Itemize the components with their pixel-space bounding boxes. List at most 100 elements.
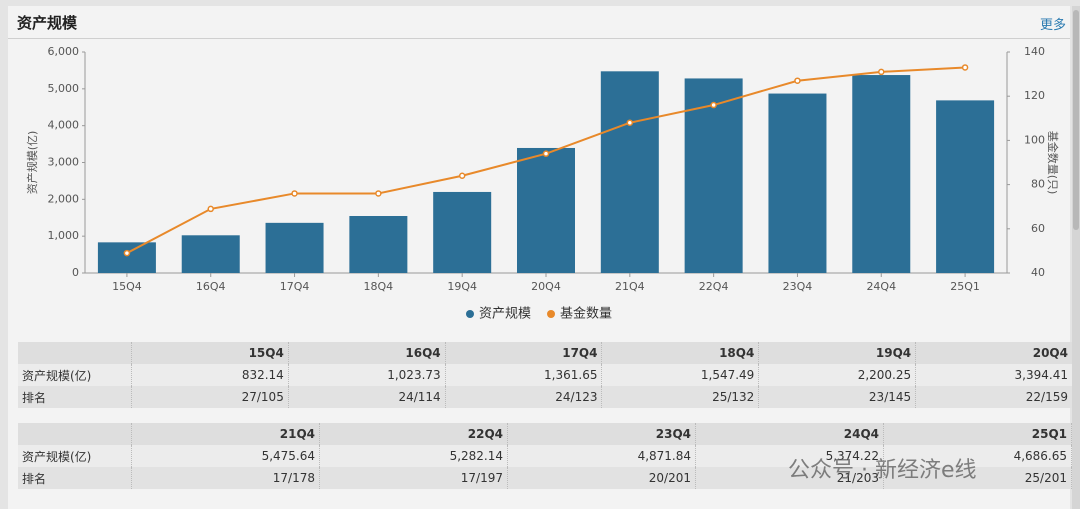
row-label: 排名 xyxy=(18,386,132,408)
line-point xyxy=(123,249,131,257)
table-cell: 2,200.25 xyxy=(758,364,917,386)
y2-tick-label: 40 xyxy=(1031,266,1045,279)
table-cell: 5,282.14 xyxy=(319,445,508,467)
x-tick-label: 18Q4 xyxy=(364,280,394,293)
legend-label: 资产规模 xyxy=(479,307,531,322)
table-cell: 5,374.22 xyxy=(695,445,884,467)
bar xyxy=(181,235,240,273)
y2-tick-label: 120 xyxy=(1024,89,1045,102)
y-tick-label: 5,000 xyxy=(48,82,80,95)
y2-tick-label: 60 xyxy=(1031,222,1045,235)
x-tick-label: 23Q4 xyxy=(783,280,813,293)
y-tick-label: 4,000 xyxy=(48,119,80,132)
chart: 0 1,000 2,000 3,000 4,000 5,000 6,000 40 60 80 100… xyxy=(25,45,1060,322)
x-tick-label: 21Q4 xyxy=(615,280,645,293)
line-point xyxy=(542,150,550,157)
y-tick-label: 3,000 xyxy=(48,156,80,169)
table-cell: 4,686.65 xyxy=(883,445,1072,467)
table-row: 排名 17/178 17/197 20/201 21/203 25/201 xyxy=(18,467,1072,489)
x-tick-label: 16Q4 xyxy=(196,280,226,293)
row-label: 排名 xyxy=(18,467,132,489)
x-tick-label: 20Q4 xyxy=(531,280,561,293)
panel-title: 资产规模 xyxy=(17,14,78,32)
table-cell: 25/132 xyxy=(601,386,760,408)
table-row: 资产规模(亿) 5,475.64 5,282.14 4,871.84 5,374.22 4… xyxy=(18,445,1072,467)
y-tick-label: 1,000 xyxy=(48,229,80,242)
table-cell: 17/178 xyxy=(131,467,320,489)
bar xyxy=(265,222,324,273)
header-cell: 19Q4 xyxy=(758,342,917,364)
y2-tick-label: 100 xyxy=(1024,133,1045,146)
bar xyxy=(349,216,408,273)
bar xyxy=(684,78,743,273)
bar xyxy=(517,147,575,273)
bar xyxy=(936,100,995,273)
table-cell: 3,394.41 xyxy=(915,364,1073,386)
x-tick-label: 19Q4 xyxy=(447,280,477,293)
line-point xyxy=(961,64,969,71)
y-axis-label: 资产规模(亿) xyxy=(25,131,39,195)
x-tick-label: 25Q1 xyxy=(950,280,980,293)
y2-axis-label: 基金数量(只) xyxy=(1046,131,1060,195)
table-cell: 21/203 xyxy=(695,467,884,489)
table-cell: 20/201 xyxy=(507,467,696,489)
bar xyxy=(852,75,911,273)
header-cell: 24Q4 xyxy=(695,423,884,445)
x-tick-label: 17Q4 xyxy=(280,280,310,293)
table-cell: 25/201 xyxy=(883,467,1072,489)
row-label: 资产规模(亿) xyxy=(18,445,132,467)
line-point xyxy=(207,205,214,213)
row-label: 资产规模(亿) xyxy=(18,364,132,386)
table-cell: 5,475.64 xyxy=(131,445,320,467)
y-tick-label: 0 xyxy=(72,266,79,279)
x-tick-label: 15Q4 xyxy=(112,280,142,293)
table-cell: 24/123 xyxy=(445,386,603,408)
line-point xyxy=(878,68,885,76)
table-cell: 4,871.84 xyxy=(507,445,696,467)
header-cell: 20Q4 xyxy=(915,342,1073,364)
table-cell: 17/197 xyxy=(319,467,508,489)
header-cell: 23Q4 xyxy=(507,423,696,445)
corner-cell xyxy=(18,423,132,445)
table-header: 15Q4 16Q4 17Q4 18Q4 19Q4 20Q4 xyxy=(18,342,1073,364)
line-point xyxy=(710,101,717,109)
scrollbar[interactable] xyxy=(1072,6,1080,509)
table-row: 资产规模(亿) 832.14 1,023.73 1,361.65 1,547.49 2,2… xyxy=(18,364,1073,386)
table-cell: 1,547.49 xyxy=(601,364,760,386)
bar xyxy=(768,93,827,273)
line-point xyxy=(458,172,466,180)
y-tick-label: 2,000 xyxy=(48,192,80,205)
y-tick-label: 6,000 xyxy=(48,45,80,58)
header-cell: 17Q4 xyxy=(445,342,603,364)
watermark: 公众号 · 新经济e线 xyxy=(788,458,977,483)
table-cell: 1,023.73 xyxy=(288,364,446,386)
bar xyxy=(433,191,492,273)
header-cell: 16Q4 xyxy=(288,342,446,364)
header-cell: 18Q4 xyxy=(601,342,760,364)
panel-header: 资产规模 更多 xyxy=(8,6,1070,39)
legend-label: 基金数量 xyxy=(560,306,612,322)
table-header: 21Q4 22Q4 23Q4 24Q4 25Q1 xyxy=(18,423,1072,445)
legend-marker xyxy=(547,310,556,318)
line-point xyxy=(794,77,801,84)
data-table: 15Q4 16Q4 17Q4 18Q4 19Q4 20Q4 资产规模(亿) 832.14 1,0… xyxy=(18,342,1073,408)
bar xyxy=(600,71,659,273)
scroll-thumb[interactable] xyxy=(1073,10,1079,230)
x-tick-label: 22Q4 xyxy=(699,280,729,293)
data-table: 21Q4 22Q4 23Q4 24Q4 25Q1 资产规模(亿) 5,475.64 5,282… xyxy=(18,423,1072,489)
header-cell: 22Q4 xyxy=(319,423,508,445)
header-cell: 25Q1 xyxy=(883,423,1072,445)
bar xyxy=(97,242,156,273)
more-link[interactable]: 更多 xyxy=(1039,18,1066,33)
table-cell: 23/145 xyxy=(758,386,917,408)
x-tick-label: 24Q4 xyxy=(866,280,896,293)
table-cell: 832.14 xyxy=(131,364,289,386)
line-point xyxy=(626,119,634,126)
table-cell: 24/114 xyxy=(288,386,446,408)
table-cell: 27/105 xyxy=(131,386,289,408)
line-point xyxy=(375,190,382,197)
table-cell: 1,361.65 xyxy=(445,364,603,386)
legend-marker xyxy=(466,310,474,318)
table-row: 排名 27/105 24/114 24/123 25/132 23/145 22/159 xyxy=(18,386,1073,408)
